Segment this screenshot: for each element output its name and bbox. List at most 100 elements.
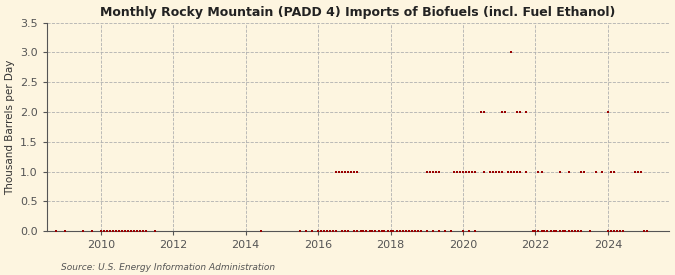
Point — [446, 229, 456, 233]
Point — [494, 169, 505, 174]
Point — [400, 229, 411, 233]
Point — [560, 229, 571, 233]
Point — [491, 169, 502, 174]
Point — [328, 229, 339, 233]
Point — [497, 169, 508, 174]
Point — [575, 169, 586, 174]
Point — [572, 229, 583, 233]
Point — [313, 229, 323, 233]
Point — [340, 229, 351, 233]
Point — [412, 229, 423, 233]
Point — [425, 169, 435, 174]
Point — [382, 229, 393, 233]
Point — [331, 229, 342, 233]
Point — [533, 169, 544, 174]
Title: Monthly Rocky Mountain (PADD 4) Imports of Biofuels (incl. Fuel Ethanol): Monthly Rocky Mountain (PADD 4) Imports … — [101, 6, 616, 18]
Point — [527, 229, 538, 233]
Point — [343, 169, 354, 174]
Point — [343, 229, 354, 233]
Point — [78, 229, 88, 233]
Point — [632, 169, 643, 174]
Point — [433, 229, 444, 233]
Point — [642, 229, 653, 233]
Point — [596, 169, 607, 174]
Point — [636, 169, 647, 174]
Point — [503, 169, 514, 174]
Point — [618, 229, 628, 233]
Point — [410, 229, 421, 233]
Point — [379, 229, 389, 233]
Point — [138, 229, 148, 233]
Point — [548, 229, 559, 233]
Point — [466, 169, 477, 174]
Point — [506, 50, 516, 54]
Point — [361, 229, 372, 233]
Point — [609, 229, 620, 233]
Point — [460, 169, 471, 174]
Point — [105, 229, 115, 233]
Point — [439, 229, 450, 233]
Point — [533, 229, 544, 233]
Point — [479, 169, 489, 174]
Point — [99, 229, 109, 233]
Point — [566, 229, 577, 233]
Point — [346, 169, 357, 174]
Point — [557, 229, 568, 233]
Point — [542, 229, 553, 233]
Point — [564, 169, 574, 174]
Point — [536, 169, 547, 174]
Point — [427, 229, 438, 233]
Point — [603, 229, 614, 233]
Point — [95, 229, 106, 233]
Point — [487, 169, 498, 174]
Point — [509, 169, 520, 174]
Point — [458, 169, 468, 174]
Point — [337, 229, 348, 233]
Point — [385, 229, 396, 233]
Point — [497, 110, 508, 114]
Point — [388, 229, 399, 233]
Point — [521, 169, 532, 174]
Point — [455, 169, 466, 174]
Point — [421, 169, 432, 174]
Point — [614, 229, 625, 233]
Point — [50, 229, 61, 233]
Point — [464, 229, 475, 233]
Point — [140, 229, 151, 233]
Point — [530, 229, 541, 233]
Point — [397, 229, 408, 233]
Point — [431, 169, 441, 174]
Point — [340, 169, 351, 174]
Point — [421, 229, 432, 233]
Point — [294, 229, 305, 233]
Point — [569, 229, 580, 233]
Point — [86, 229, 97, 233]
Point — [470, 229, 481, 233]
Point — [512, 169, 522, 174]
Point — [349, 169, 360, 174]
Point — [464, 169, 475, 174]
Point — [605, 229, 616, 233]
Point — [134, 229, 145, 233]
Point — [355, 229, 366, 233]
Point — [119, 229, 130, 233]
Point — [301, 229, 312, 233]
Point — [449, 169, 460, 174]
Point — [331, 169, 342, 174]
Point — [539, 229, 550, 233]
Point — [630, 169, 641, 174]
Point — [316, 229, 327, 233]
Point — [394, 229, 405, 233]
Point — [575, 229, 586, 233]
Point — [452, 169, 462, 174]
Y-axis label: Thousand Barrels per Day: Thousand Barrels per Day — [5, 59, 16, 194]
Point — [515, 169, 526, 174]
Point — [367, 229, 378, 233]
Point — [479, 110, 489, 114]
Point — [433, 169, 444, 174]
Point — [515, 110, 526, 114]
Point — [612, 229, 622, 233]
Point — [458, 229, 468, 233]
Point — [150, 229, 161, 233]
Point — [392, 229, 402, 233]
